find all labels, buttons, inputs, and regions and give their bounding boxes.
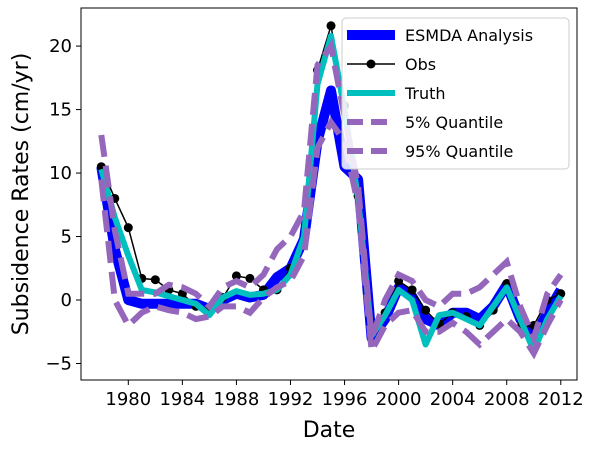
y-axis-label: Subsidence Rates (cm/yr) [9,53,34,336]
y-tick-label: 15 [49,100,72,121]
x-tick-label: 1992 [268,389,314,410]
y-axis-ticks: −5 0 5 10 15 20 [45,36,81,374]
series-line-95pct-quantile [98,38,564,347]
obs-point [123,223,133,233]
y-tick-label: 5 [61,227,72,248]
series-layer [96,21,566,362]
x-tick-label: 2008 [484,389,530,410]
legend-item-5pct-quantile: 5% Quantile [347,113,503,132]
legend-item-obs: Obs [347,55,436,74]
y-tick-label: 0 [61,290,72,311]
legend: ESMDA Analysis Obs Truth 5% Quantile 95% Qua… [341,17,570,170]
series-truth [98,32,564,354]
legend-marker [366,59,376,69]
x-axis-label: Date [303,418,356,443]
x-tick-label: 2004 [430,389,476,410]
x-tick-label: 1988 [214,389,260,410]
series-95pct-quantile [98,38,564,347]
x-axis-ticks: 1980 1984 1988 1992 1996 2000 2004 2008 2012 [105,380,584,410]
legend-label: ESMDA Analysis [405,26,533,45]
obs-point [326,21,336,31]
obs-point [245,273,255,283]
y-tick-label: 10 [49,163,72,184]
x-tick-label: 2000 [376,389,422,410]
legend-item-95pct-quantile: 95% Quantile [347,142,513,161]
legend-item-esmda-analysis: ESMDA Analysis [347,26,533,45]
y-tick-label: −5 [45,353,72,374]
legend-label: Obs [405,55,436,74]
obs-point [231,271,241,281]
legend-item-truth: Truth [347,84,446,103]
obs-point [421,305,431,315]
obs-point [407,285,417,295]
x-tick-label: 1980 [105,389,151,410]
y-tick-label: 20 [49,36,72,57]
legend-label: 5% Quantile [405,113,503,132]
legend-label: Truth [404,84,446,103]
legend-frame [341,17,570,170]
x-tick-label: 1996 [322,389,368,410]
legend-label: 95% Quantile [405,142,513,161]
series-line-5pct-quantile [98,116,564,362]
x-tick-label: 1984 [159,389,205,410]
plot-frame [80,7,578,381]
series-line-truth [98,32,564,354]
series-5pct-quantile [98,116,564,362]
x-tick-label: 2012 [538,389,584,410]
obs-point [150,275,160,285]
